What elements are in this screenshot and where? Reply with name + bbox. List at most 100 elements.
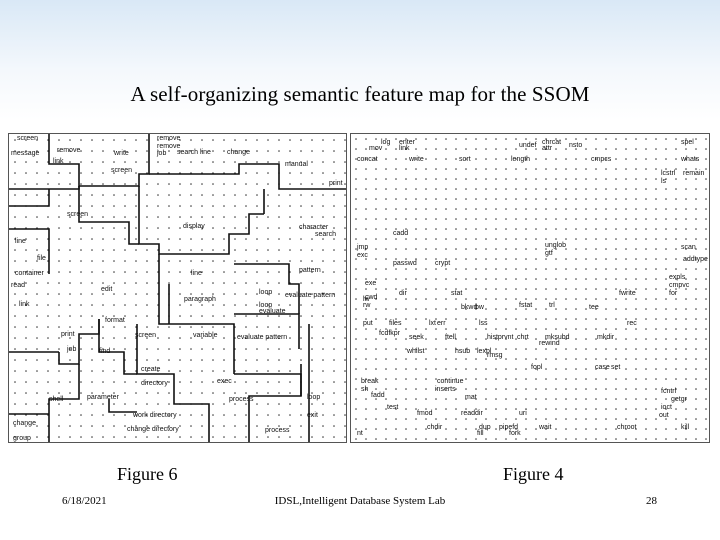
map-node-dot bbox=[179, 194, 181, 196]
map-node-dot bbox=[190, 436, 192, 438]
map-node-dot bbox=[278, 403, 280, 405]
map-node-dot bbox=[234, 150, 236, 152]
map-node-dot bbox=[425, 398, 427, 400]
map-node-dot bbox=[585, 388, 587, 390]
map-node-dot bbox=[555, 408, 557, 410]
map-node-dot bbox=[212, 315, 214, 317]
map-node-dot bbox=[190, 205, 192, 207]
map-node-dot bbox=[311, 436, 313, 438]
map-node-dot bbox=[445, 358, 447, 360]
map-node-dot bbox=[179, 381, 181, 383]
map-node-dot bbox=[47, 183, 49, 185]
map-node-dot bbox=[565, 338, 567, 340]
map-node-dot bbox=[190, 238, 192, 240]
map-node-dot bbox=[595, 388, 597, 390]
map-node-dot bbox=[91, 249, 93, 251]
map-node-dot bbox=[555, 388, 557, 390]
map-node-dot bbox=[545, 338, 547, 340]
map-node-dot bbox=[465, 248, 467, 250]
map-node-dot bbox=[102, 326, 104, 328]
map-node-dot bbox=[565, 238, 567, 240]
map-node-dot bbox=[80, 227, 82, 229]
map-word-label: loop bbox=[259, 302, 273, 309]
map-node-dot bbox=[245, 172, 247, 174]
map-node-dot bbox=[565, 148, 567, 150]
map-node-dot bbox=[535, 398, 537, 400]
map-node-dot bbox=[555, 308, 557, 310]
map-node-dot bbox=[355, 278, 357, 280]
cluster-border bbox=[9, 189, 50, 207]
map-node-dot bbox=[14, 370, 16, 372]
map-node-dot bbox=[223, 205, 225, 207]
map-node-dot bbox=[505, 378, 507, 380]
map-word-label: screen bbox=[17, 135, 39, 142]
map-node-dot bbox=[289, 436, 291, 438]
map-node-dot bbox=[575, 148, 577, 150]
map-node-dot bbox=[201, 359, 203, 361]
map-node-dot bbox=[675, 408, 677, 410]
map-node-dot bbox=[146, 161, 148, 163]
map-node-dot bbox=[465, 438, 467, 440]
cluster-border bbox=[234, 263, 300, 314]
map-node-dot bbox=[435, 328, 437, 330]
map-node-dot bbox=[425, 238, 427, 240]
map-node-dot bbox=[695, 218, 697, 220]
map-node-dot bbox=[267, 425, 269, 427]
map-word-label: expls bbox=[669, 274, 686, 281]
map-node-dot bbox=[91, 260, 93, 262]
map-node-dot bbox=[223, 436, 225, 438]
map-node-dot bbox=[212, 139, 214, 141]
map-node-dot bbox=[212, 337, 214, 339]
map-node-dot bbox=[267, 161, 269, 163]
map-node-dot bbox=[278, 348, 280, 350]
map-node-dot bbox=[333, 381, 335, 383]
map-node-dot bbox=[157, 205, 159, 207]
map-node-dot bbox=[157, 326, 159, 328]
map-node-dot bbox=[505, 228, 507, 230]
map-node-dot bbox=[665, 148, 667, 150]
map-node-dot bbox=[146, 150, 148, 152]
map-node-dot bbox=[685, 188, 687, 190]
map-node-dot bbox=[425, 288, 427, 290]
map-node-dot bbox=[344, 359, 346, 361]
map-node-dot bbox=[80, 326, 82, 328]
map-node-dot bbox=[485, 398, 487, 400]
map-node-dot bbox=[635, 228, 637, 230]
map-node-dot bbox=[495, 398, 497, 400]
map-node-dot bbox=[575, 158, 577, 160]
map-node-dot bbox=[102, 172, 104, 174]
map-node-dot bbox=[535, 368, 537, 370]
map-node-dot bbox=[425, 148, 427, 150]
map-node-dot bbox=[495, 258, 497, 260]
map-node-dot bbox=[495, 328, 497, 330]
map-node-dot bbox=[625, 258, 627, 260]
map-node-dot bbox=[395, 378, 397, 380]
map-node-dot bbox=[234, 381, 236, 383]
map-node-dot bbox=[311, 150, 313, 152]
map-word-label: files bbox=[389, 320, 402, 327]
map-node-dot bbox=[14, 249, 16, 251]
map-node-dot bbox=[705, 198, 707, 200]
map-word-label: link bbox=[399, 145, 410, 152]
map-node-dot bbox=[179, 249, 181, 251]
map-node-dot bbox=[535, 228, 537, 230]
map-node-dot bbox=[625, 338, 627, 340]
map-node-dot bbox=[223, 370, 225, 372]
map-node-dot bbox=[605, 158, 607, 160]
map-node-dot bbox=[69, 271, 71, 273]
map-node-dot bbox=[36, 150, 38, 152]
map-word-label: sh bbox=[361, 386, 369, 393]
map-node-dot bbox=[425, 318, 427, 320]
map-node-dot bbox=[344, 337, 346, 339]
map-node-dot bbox=[565, 328, 567, 330]
map-node-dot bbox=[124, 238, 126, 240]
map-node-dot bbox=[655, 258, 657, 260]
map-node-dot bbox=[455, 398, 457, 400]
map-node-dot bbox=[190, 348, 192, 350]
map-word-label: chdir bbox=[427, 424, 443, 431]
map-node-dot bbox=[705, 398, 707, 400]
map-node-dot bbox=[695, 138, 697, 140]
map-node-dot bbox=[435, 288, 437, 290]
map-node-dot bbox=[595, 288, 597, 290]
map-node-dot bbox=[655, 398, 657, 400]
